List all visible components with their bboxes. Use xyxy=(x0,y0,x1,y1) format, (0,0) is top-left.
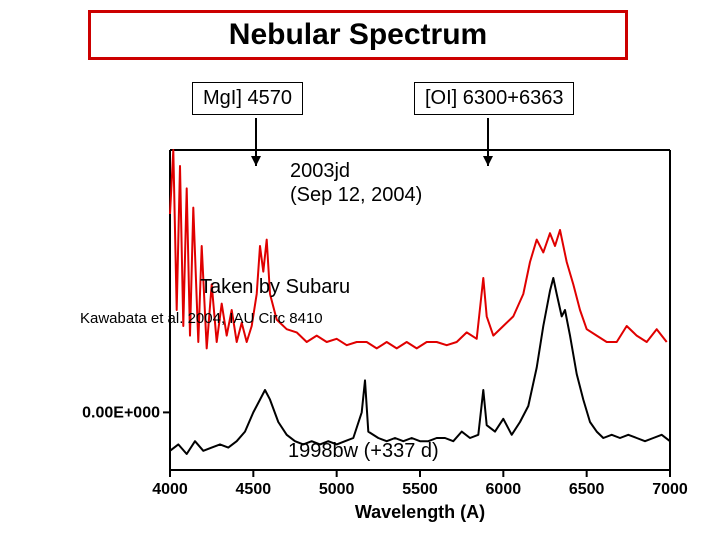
annotation-taken-by: Taken by Subaru xyxy=(200,276,350,299)
svg-text:7000: 7000 xyxy=(652,481,688,498)
series-1998bw xyxy=(170,278,670,454)
annotation-2003jd-line1: 2003jd xyxy=(290,160,350,183)
annotation-citation: Kawabata et al. 2004, IAU Circ 8410 xyxy=(80,310,323,327)
annotation-2003jd-line2: (Sep 12, 2004) xyxy=(290,184,422,207)
annotation-1998bw: 1998bw (+337 d) xyxy=(288,440,439,463)
svg-text:Wavelength (A): Wavelength (A) xyxy=(355,502,485,522)
svg-text:4000: 4000 xyxy=(152,481,188,498)
svg-text:5000: 5000 xyxy=(319,481,355,498)
svg-text:5500: 5500 xyxy=(402,481,438,498)
svg-text:4500: 4500 xyxy=(236,481,272,498)
svg-text:0.00E+000: 0.00E+000 xyxy=(82,404,160,421)
svg-text:6000: 6000 xyxy=(486,481,522,498)
svg-text:6500: 6500 xyxy=(569,481,605,498)
